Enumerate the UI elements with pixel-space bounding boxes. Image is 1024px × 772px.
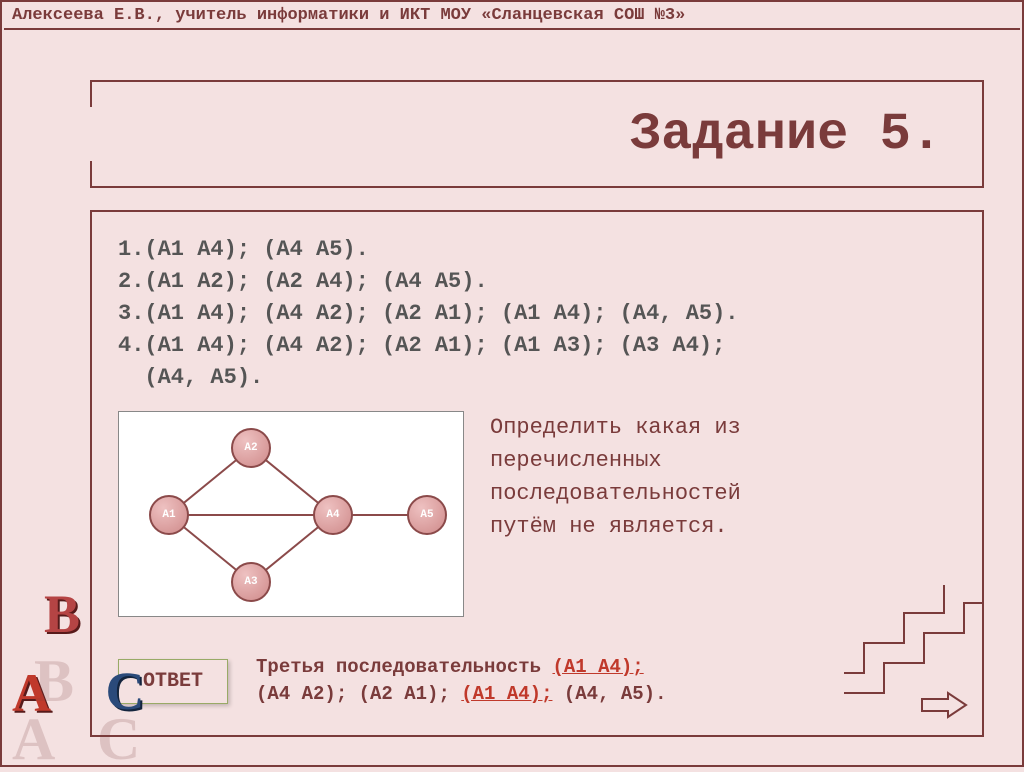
question-text: Определить какая из перечисленных послед… xyxy=(490,411,741,543)
seq-2: 2.(А1 А2); (А2 А4); (А4 А5). xyxy=(118,266,956,298)
author-header: Алексеева Е.В., учитель информатики и ИК… xyxy=(4,4,1020,30)
seq-1: 1.(А1 А4); (А4 А5). xyxy=(118,234,956,266)
q-line: путём не является. xyxy=(490,510,741,543)
q-line: Определить какая из xyxy=(490,411,741,444)
title-box: Задание 5. xyxy=(90,80,984,188)
content-box: 1.(А1 А4); (А4 А5). 2.(А1 А2); (А2 А4); … xyxy=(90,210,984,737)
page-title: Задание 5. xyxy=(630,105,942,164)
sequence-list: 1.(А1 А4); (А4 А5). 2.(А1 А2); (А2 А4); … xyxy=(118,234,956,393)
abc-shadow: B A C xyxy=(12,667,110,763)
ans-tail: (А4, А5). xyxy=(552,683,666,705)
letter-b-icon: B xyxy=(44,584,80,644)
corner-steps-icon xyxy=(844,585,984,695)
q-line: последовательностей xyxy=(490,477,741,510)
graph-diagram: А1А2А3А4А5 xyxy=(118,411,464,617)
seq-3: 3.(А1 А4); (А4 А2); (А2 А1); (А1 А4); (А… xyxy=(118,298,956,330)
ans-mid: (А4 А2); (А2 А1); xyxy=(256,683,461,705)
answer-row: ОТВЕТ Третья последовательность (А1 А4);… xyxy=(118,654,667,709)
ans-prefix: Третья последовательность xyxy=(256,656,552,678)
answer-text: Третья последовательность (А1 А4); (А4 А… xyxy=(256,654,666,709)
ans-hl2: (А1 А4); xyxy=(461,683,552,705)
next-arrow-button[interactable] xyxy=(920,691,968,719)
q-line: перечисленных xyxy=(490,444,741,477)
seq-4b: (А4, А5). xyxy=(118,362,956,394)
seq-4: 4.(А1 А4); (А4 А2); (А2 А1); (А1 А3); (А… xyxy=(118,330,956,362)
ans-hl1: (А1 А4); xyxy=(552,656,643,678)
